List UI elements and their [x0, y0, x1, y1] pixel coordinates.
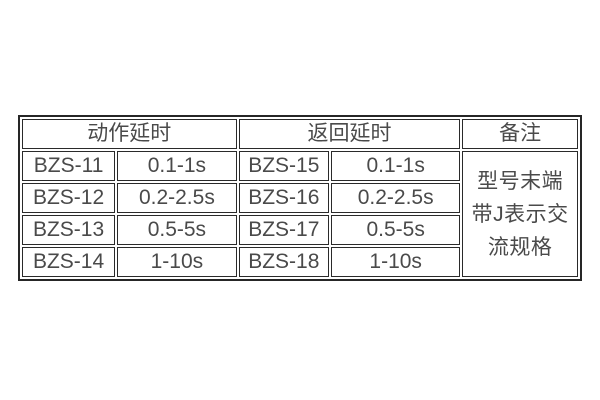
- table-row: BZS-11 0.1-1s BZS-15 0.1-1s 型号末端带J表示交流规格: [22, 151, 578, 277]
- delay-cell: 1-10s: [331, 247, 461, 277]
- header-row: 动作延时 返回延时 备注: [22, 119, 578, 149]
- table-row: BZS-13 0.5-5s BZS-17 0.5-5s: [22, 215, 578, 245]
- header-action-delay: 动作延时: [22, 119, 237, 149]
- model-cell: BZS-17: [238, 215, 330, 245]
- delay-cell: 0.2-2.5s: [331, 183, 461, 213]
- delay-cell: 0.1-1s: [331, 151, 461, 181]
- delay-cell: 1-10s: [117, 247, 237, 277]
- spec-table: 动作延时 返回延时 备注 BZS-11 0.1-1s BZS-15 0.1-1s…: [18, 115, 582, 281]
- header-return-delay: 返回延时: [238, 119, 461, 149]
- header-remark: 备注: [462, 119, 578, 149]
- delay-cell: 0.1-1s: [117, 151, 237, 181]
- model-cell: BZS-18: [238, 247, 330, 277]
- remark-cell: 型号末端带J表示交流规格: [462, 151, 578, 277]
- model-cell: BZS-14: [22, 247, 116, 277]
- model-cell: BZS-13: [22, 215, 116, 245]
- model-cell: BZS-15: [238, 151, 330, 181]
- model-cell: BZS-11: [22, 151, 116, 181]
- delay-cell: 0.2-2.5s: [117, 183, 237, 213]
- model-cell: BZS-12: [22, 183, 116, 213]
- delay-cell: 0.5-5s: [117, 215, 237, 245]
- delay-cell: 0.5-5s: [331, 215, 461, 245]
- table-row: BZS-12 0.2-2.5s BZS-16 0.2-2.5s: [22, 183, 578, 213]
- model-cell: BZS-16: [238, 183, 330, 213]
- table-row: BZS-14 1-10s BZS-18 1-10s: [22, 247, 578, 277]
